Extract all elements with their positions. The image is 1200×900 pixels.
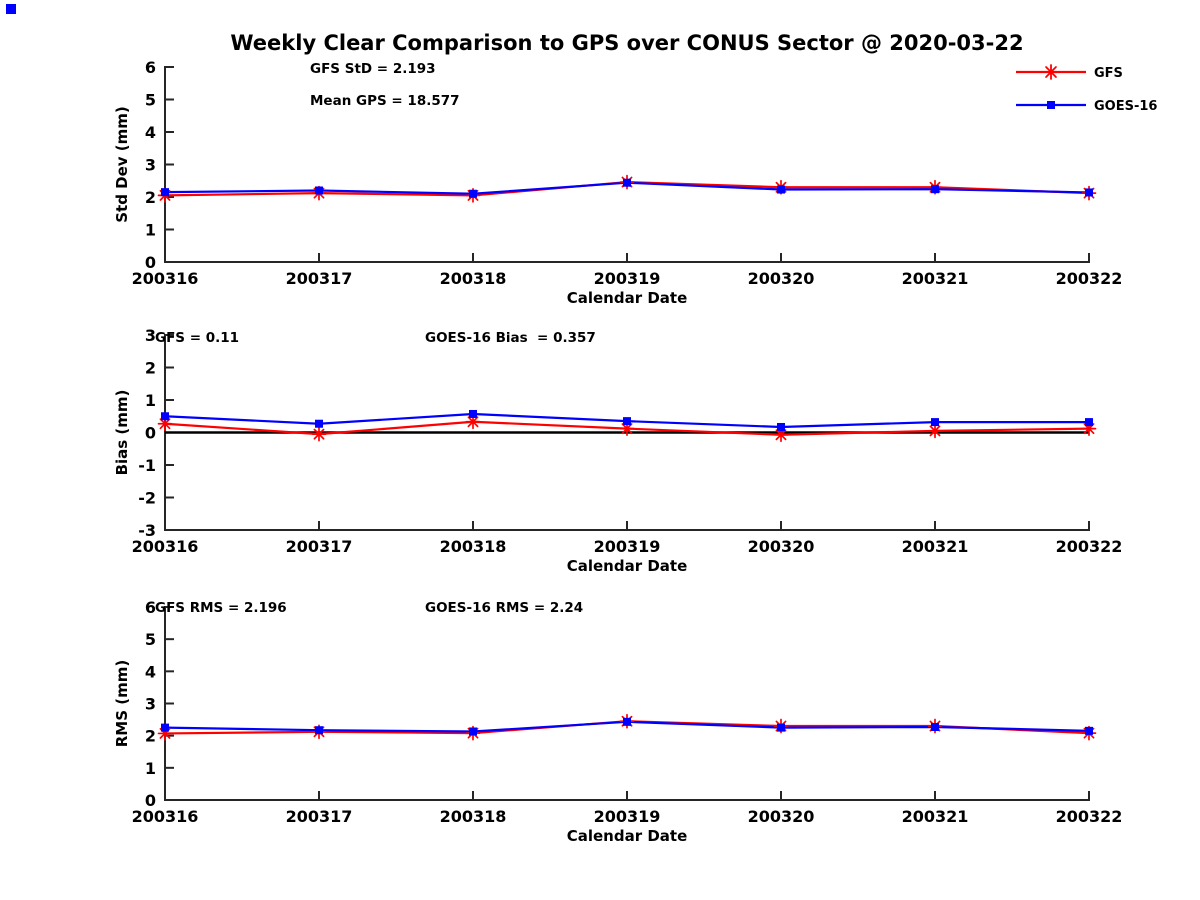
- marker-gfs: [157, 416, 173, 432]
- y-tick-label: 6: [145, 58, 156, 77]
- x-axis-label: Calendar Date: [567, 557, 688, 575]
- annotation: GFS RMS = 2.196: [155, 600, 287, 616]
- marker-gfs: [311, 426, 327, 442]
- y-tick-label: 6: [145, 598, 156, 617]
- marker-goes-16: [623, 417, 631, 426]
- y-axis-label: Std Dev (mm): [113, 106, 131, 223]
- marker-goes-16: [1085, 188, 1093, 197]
- marker-gfs: [1081, 421, 1097, 436]
- y-axis-label: Bias (mm): [113, 390, 131, 476]
- x-tick-label: 200320: [748, 537, 815, 556]
- marker-goes-16: [623, 717, 631, 726]
- marker-goes-16: [469, 189, 477, 198]
- marker-goes-16: [931, 418, 939, 427]
- stray-square-marker: [6, 4, 16, 14]
- marker-goes-16: [623, 178, 631, 187]
- x-tick-label: 200316: [132, 269, 199, 288]
- y-tick-label: 4: [145, 662, 156, 681]
- x-tick-label: 200318: [440, 807, 507, 826]
- y-axis-label: RMS (mm): [113, 660, 131, 747]
- marker-gfs: [157, 726, 173, 741]
- y-tick-label: 4: [145, 123, 156, 142]
- marker-gfs: [927, 423, 943, 439]
- marker-goes-16: [161, 188, 169, 197]
- x-tick-label: 200316: [132, 807, 199, 826]
- marker-goes-16: [1085, 726, 1093, 735]
- annotation: GFS = 0.11: [155, 330, 239, 346]
- y-tick-label: 5: [145, 630, 156, 649]
- x-tick-label: 200317: [286, 807, 353, 826]
- marker-goes-16: [161, 723, 169, 732]
- y-tick-label: 2: [145, 359, 156, 378]
- y-tick-label: -1: [138, 456, 156, 475]
- y-tick-label: 3: [145, 326, 156, 345]
- figure-title: Weekly Clear Comparison to GPS over CONU…: [230, 31, 1024, 55]
- legend-marker-gfs: [1043, 64, 1059, 80]
- marker-gfs: [773, 427, 789, 443]
- y-tick-label: 1: [145, 759, 156, 778]
- marker-goes-16: [777, 185, 785, 194]
- marker-goes-16: [469, 727, 477, 736]
- x-tick-label: 200322: [1056, 537, 1123, 556]
- marker-gfs: [619, 421, 635, 436]
- x-tick-label: 200318: [440, 269, 507, 288]
- y-tick-label: 2: [145, 188, 156, 207]
- x-tick-label: 200317: [286, 537, 353, 556]
- y-tick-label: 0: [145, 253, 156, 272]
- legend-label: GOES-16: [1094, 99, 1157, 114]
- marker-goes-16: [1085, 418, 1093, 427]
- x-tick-label: 200321: [902, 537, 969, 556]
- y-tick-label: 1: [145, 391, 156, 410]
- x-tick-label: 200318: [440, 537, 507, 556]
- x-tick-label: 200319: [594, 807, 661, 826]
- marker-goes-16: [315, 726, 323, 735]
- marker-goes-16: [469, 409, 477, 418]
- axis-spines: [164, 66, 1090, 263]
- annotation: Mean GPS = 18.577: [310, 93, 460, 109]
- annotation: GOES-16 RMS = 2.24: [425, 600, 583, 616]
- x-tick-label: 200321: [902, 807, 969, 826]
- marker-gfs: [465, 414, 481, 430]
- marker-goes-16: [777, 422, 785, 431]
- axis-spines: [164, 606, 1090, 801]
- y-tick-label: 1: [145, 221, 156, 240]
- y-tick-label: -2: [138, 489, 156, 508]
- annotation: GOES-16 Bias = 0.357: [425, 330, 596, 346]
- x-tick-label: 200317: [286, 269, 353, 288]
- x-tick-label: 200316: [132, 537, 199, 556]
- marker-goes-16: [315, 419, 323, 428]
- y-tick-label: 2: [145, 727, 156, 746]
- y-tick-label: 0: [145, 791, 156, 810]
- y-tick-label: -3: [138, 521, 156, 540]
- x-tick-label: 200319: [594, 269, 661, 288]
- x-tick-label: 200319: [594, 537, 661, 556]
- y-tick-label: 3: [145, 695, 156, 714]
- marker-goes-16: [931, 185, 939, 194]
- x-tick-label: 200322: [1056, 807, 1123, 826]
- x-tick-label: 200320: [748, 269, 815, 288]
- x-tick-label: 200321: [902, 269, 969, 288]
- annotation: GFS StD = 2.193: [310, 61, 436, 77]
- y-tick-label: 5: [145, 91, 156, 110]
- x-tick-label: 200320: [748, 807, 815, 826]
- x-axis-label: Calendar Date: [567, 289, 688, 307]
- marker-goes-16: [315, 186, 323, 195]
- y-tick-label: 3: [145, 156, 156, 175]
- marker-goes-16: [931, 722, 939, 731]
- legend-marker-goes-16: [1047, 101, 1055, 109]
- marker-goes-16: [161, 412, 169, 421]
- legend-label: GFS: [1094, 66, 1123, 81]
- x-tick-label: 200322: [1056, 269, 1123, 288]
- marker-goes-16: [777, 723, 785, 732]
- y-tick-label: 0: [145, 424, 156, 443]
- x-axis-label: Calendar Date: [567, 827, 688, 845]
